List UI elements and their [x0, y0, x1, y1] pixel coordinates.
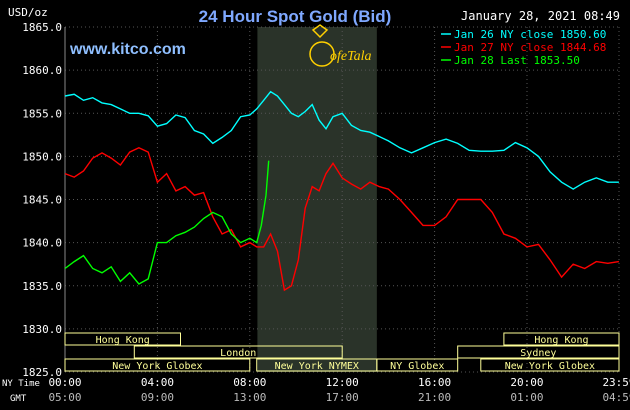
unit-label: USD/oz — [8, 6, 48, 19]
market-session-label: Sydney — [520, 348, 556, 359]
y-tick-label: 1850.0 — [22, 150, 62, 163]
series-line-2 — [64, 147, 620, 292]
market-session-label: New York NYMEX — [275, 361, 359, 372]
x-tick-label-gmt: 01:00 — [510, 391, 543, 404]
market-session-bars: Hong Kong London New York Globex New York N… — [64, 332, 620, 372]
x-tick-label-ny: 16:00 — [418, 376, 451, 389]
logo: ofeTala — [309, 24, 372, 67]
y-tick-label: 1830.0 — [22, 323, 62, 336]
y-tick-label: 1865.0 — [22, 21, 62, 34]
website-label: www.kitco.com — [69, 41, 186, 58]
x-tick-label-gmt: 05:00 — [48, 391, 81, 404]
x-tick-label-ny: 00:00 — [48, 376, 81, 389]
ny-time-row-label: NY Time — [2, 379, 40, 389]
x-tick-label-ny: 20:00 — [510, 376, 543, 389]
y-tick-label: 1840.0 — [22, 237, 62, 250]
market-session-label: Hong Kong — [534, 335, 588, 346]
legend-entry: Jan 27 NY close 1844.68 — [454, 41, 606, 54]
market-session-bar — [64, 332, 181, 346]
market-session-bar — [480, 358, 620, 372]
market-session-bar — [376, 358, 459, 372]
market-session-bar — [503, 332, 620, 346]
market-session-label: Hong Kong — [96, 335, 150, 346]
market-session-label: New York Globex — [505, 361, 595, 372]
y-axis: 1825.0 1830.0 1835.0 1840.0 1845.0 1850.0 1855… — [22, 21, 62, 379]
series-line-1 — [64, 90, 619, 190]
y-tick-label: 1835.0 — [22, 280, 62, 293]
gmt-row-label: GMT — [10, 394, 27, 404]
x-tick-label-gmt: 13:00 — [233, 391, 266, 404]
logo-ring-icon — [309, 41, 335, 67]
x-tick-label-gmt: 17:00 — [326, 391, 359, 404]
chart-title: 24 Hour Spot Gold (Bid) — [199, 7, 392, 26]
y-tick-label: 1825.0 — [22, 366, 62, 379]
x-tick-label-gmt: 09:00 — [141, 391, 174, 404]
y-tick-label: 1860.0 — [22, 64, 62, 77]
market-session-label: NY Globex — [390, 361, 444, 372]
y-tick-label: 1855.0 — [22, 107, 62, 120]
market-session-bar — [457, 345, 620, 359]
x-tick-label-gmt: 04:59 — [602, 391, 630, 404]
legend-entry: Jan 28 Last 1853.50 — [454, 54, 580, 67]
x-tick-label-gmt: 21:00 — [418, 391, 451, 404]
y-tick-label: 1845.0 — [22, 194, 62, 207]
logo-text: ofeTala — [330, 49, 372, 64]
chart-datetime: January 28, 2021 08:49 — [461, 9, 620, 23]
legend-entry: Jan 26 NY close 1850.60 — [454, 28, 606, 41]
x-tick-label-ny: 04:00 — [141, 376, 174, 389]
series-lines — [64, 90, 620, 292]
grid-lines — [64, 26, 620, 373]
market-session-bar — [133, 345, 343, 359]
market-session-bar — [64, 358, 251, 372]
x-tick-label-ny: 12:00 — [326, 376, 359, 389]
series-line-3 — [64, 160, 270, 285]
x-tick-label-ny: 23:59 — [602, 376, 630, 389]
market-session-label: New York Globex — [112, 361, 202, 372]
market-session-label: London — [220, 348, 256, 359]
x-tick-label-ny: 08:00 — [233, 376, 266, 389]
logo-gem-icon — [311, 24, 329, 39]
x-axis: 00:00 04:00 08:00 12:00 16:00 20:00 23:59 05:00… — [2, 376, 630, 404]
